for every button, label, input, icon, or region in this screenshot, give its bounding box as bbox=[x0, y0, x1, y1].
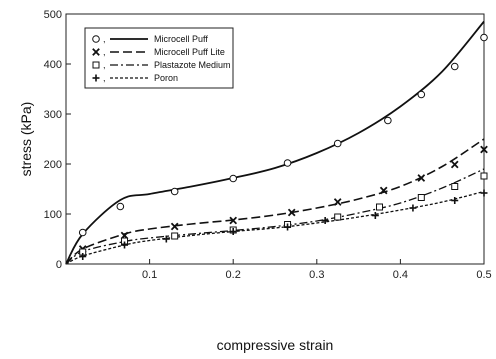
legend-separator: , bbox=[103, 60, 106, 70]
data-point-microcell-puff bbox=[116, 202, 125, 211]
data-point-microcell-puff bbox=[417, 90, 426, 99]
legend-box bbox=[84, 27, 234, 89]
legend-entry-microcell-puff: , Microcell Puff bbox=[92, 34, 208, 44]
data-point-microcell-puff bbox=[229, 174, 237, 183]
x-tick-label: 0.2 bbox=[226, 269, 241, 281]
legend-entry-plastazote-medium: , Plastazote Medium bbox=[92, 60, 231, 70]
fit-line-plastazote-medium bbox=[65, 168, 485, 265]
data-point-poron bbox=[229, 228, 237, 235]
data-point-plastazote-medium bbox=[451, 183, 459, 190]
x-tick-label: 0.1 bbox=[142, 269, 157, 281]
data-point-poron bbox=[409, 204, 417, 212]
x-tick-label: 0.5 bbox=[476, 269, 491, 281]
legend-label-microcell-puff-lite: Microcell Puff Lite bbox=[154, 47, 225, 57]
x-axis: 0.1 0.2 0.3 0.4 0.5 bbox=[142, 259, 492, 281]
legend-label-poron: Poron bbox=[154, 73, 178, 83]
y-tick-label: 300 bbox=[44, 109, 62, 121]
legend-entry-microcell-puff-lite: , Microcell Puff Lite bbox=[92, 47, 225, 57]
data-point-poron bbox=[162, 235, 170, 243]
data-point-poron bbox=[371, 212, 379, 219]
data-point-microcell-puff bbox=[333, 139, 342, 148]
legend-marker-plastazote-medium bbox=[92, 61, 100, 69]
fit-line-poron bbox=[65, 190, 485, 265]
y-tick-label: 200 bbox=[44, 159, 62, 171]
data-point-poron bbox=[321, 217, 329, 224]
legend-marker-microcell-puff bbox=[92, 35, 100, 43]
legend-label-microcell-puff: Microcell Puff bbox=[154, 34, 208, 44]
data-point-microcell-puff bbox=[78, 228, 87, 237]
y-tick-label: 0 bbox=[56, 259, 62, 271]
plot-area bbox=[65, 13, 488, 265]
y-axis-title: stress (kPa) bbox=[18, 102, 34, 177]
data-point-microcell-puff-lite bbox=[229, 216, 238, 225]
fit-line-microcell-puff-lite bbox=[65, 138, 485, 265]
data-point-microcell-puff-lite bbox=[333, 198, 342, 206]
data-point-microcell-puff bbox=[450, 62, 459, 71]
data-markers bbox=[78, 33, 488, 260]
legend-separator: , bbox=[103, 47, 106, 57]
data-point-poron bbox=[121, 241, 129, 249]
x-axis-title: compressive strain bbox=[217, 337, 334, 353]
y-axis: 0 100 200 300 400 500 bbox=[44, 9, 71, 271]
fit-line-microcell-puff bbox=[65, 20, 485, 265]
legend-label-plastazote-medium: Plastazote Medium bbox=[154, 60, 231, 70]
data-point-poron bbox=[480, 189, 488, 197]
legend-separator: , bbox=[103, 34, 106, 44]
data-point-plastazote-medium bbox=[417, 194, 425, 201]
data-point-plastazote-medium bbox=[171, 232, 179, 240]
data-point-microcell-puff bbox=[170, 187, 179, 196]
data-point-microcell-puff-lite bbox=[480, 145, 488, 154]
legend-marker-poron bbox=[92, 74, 100, 82]
data-point-microcell-puff bbox=[283, 159, 292, 167]
y-tick-label: 100 bbox=[44, 209, 62, 221]
data-point-microcell-puff bbox=[480, 33, 488, 42]
data-point-microcell-puff bbox=[384, 116, 392, 125]
data-point-poron bbox=[451, 197, 459, 204]
data-point-microcell-puff-lite bbox=[170, 222, 179, 231]
legend-marker-microcell-puff-lite bbox=[92, 48, 100, 56]
data-point-microcell-puff-lite bbox=[379, 186, 388, 195]
y-tick-label: 500 bbox=[44, 9, 62, 21]
x-tick-label: 0.3 bbox=[309, 269, 324, 281]
data-point-plastazote-medium bbox=[334, 213, 342, 221]
data-point-microcell-puff-lite bbox=[417, 174, 426, 182]
data-point-plastazote-medium bbox=[376, 203, 383, 211]
data-point-microcell-puff-lite bbox=[450, 160, 459, 169]
y-tick-label: 400 bbox=[44, 59, 62, 71]
legend: , Microcell Puff, Microcell Puff Lite, Plas… bbox=[84, 27, 234, 89]
data-point-poron bbox=[284, 223, 292, 231]
data-point-poron bbox=[79, 253, 87, 260]
data-point-plastazote-medium bbox=[480, 172, 488, 180]
data-point-microcell-puff-lite bbox=[287, 208, 296, 217]
x-tick-label: 0.4 bbox=[393, 269, 408, 281]
legend-separator: , bbox=[103, 73, 106, 83]
legend-entry-poron: , Poron bbox=[92, 73, 178, 83]
